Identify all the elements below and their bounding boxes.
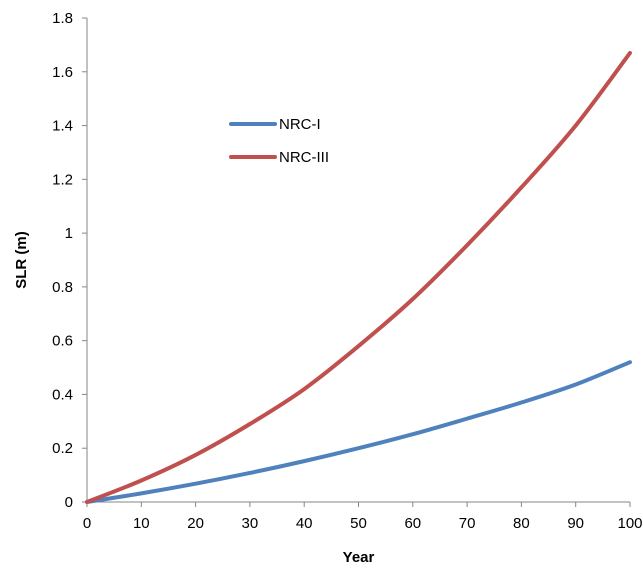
x-tick-label: 100 <box>617 515 642 532</box>
x-tick-label: 90 <box>567 515 584 532</box>
y-tick-label: 1.8 <box>52 10 73 27</box>
y-tick-label: 0.4 <box>52 386 73 403</box>
x-tick-label: 20 <box>187 515 204 532</box>
y-tick-label: 0 <box>65 494 73 511</box>
x-tick-label: 50 <box>350 515 367 532</box>
y-tick-label: 1.2 <box>52 171 73 188</box>
x-tick-label: 70 <box>459 515 476 532</box>
x-axis-title: Year <box>343 549 375 566</box>
y-tick-label: 1.4 <box>52 118 73 135</box>
x-tick-label: 0 <box>83 515 91 532</box>
series-line-nrc-i <box>85 360 632 504</box>
legend: NRC-I NRC-III <box>229 116 329 166</box>
legend-label-nrc-iii: NRC-III <box>279 149 329 166</box>
x-tick-label: 10 <box>133 515 150 532</box>
y-tick-label: 0.6 <box>52 333 73 350</box>
y-tick-label: 0.2 <box>52 440 73 457</box>
y-tick-label: 1.6 <box>52 64 73 81</box>
y-axis-title: SLR (m) <box>13 231 30 289</box>
x-tick-label: 30 <box>242 515 259 532</box>
y-axis-ticks: 0 0.2 0.4 0.6 0.8 1 1.2 1.4 1.6 1.8 <box>52 10 87 511</box>
series-lines <box>85 50 632 504</box>
x-tick-label: 60 <box>404 515 421 532</box>
x-tick-label: 40 <box>296 515 313 532</box>
series-line-nrc-iii <box>85 50 632 504</box>
x-axis-ticks: 0 10 20 30 40 50 60 70 80 90 100 <box>83 502 643 532</box>
legend-label-nrc-i: NRC-I <box>279 116 321 133</box>
y-tick-label: 1 <box>65 225 73 242</box>
y-tick-label: 0.8 <box>52 279 73 296</box>
x-tick-label: 80 <box>513 515 530 532</box>
